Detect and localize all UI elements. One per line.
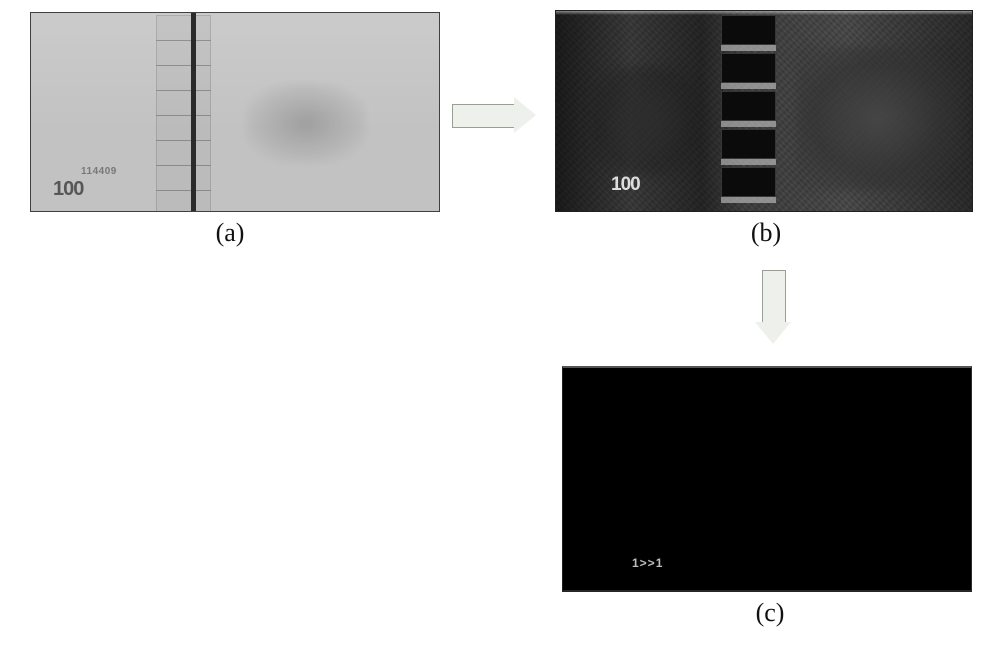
panel-b-denomination: 100 bbox=[611, 174, 640, 196]
caption-c: (c) bbox=[750, 598, 790, 628]
caption-b: (b) bbox=[746, 218, 786, 248]
panel-a-serial: 114409 bbox=[81, 166, 117, 177]
panel-c: 1>>1 bbox=[562, 366, 972, 592]
arrow-b-to-c bbox=[762, 270, 786, 324]
panel-c-extracted-text: 1>>1 bbox=[632, 556, 663, 570]
panel-b-security-column bbox=[721, 11, 776, 211]
panel-a-tint bbox=[31, 13, 439, 211]
panel-c-frame bbox=[562, 366, 972, 592]
panel-a-watermark bbox=[246, 83, 366, 163]
panel-a-security-column bbox=[156, 13, 211, 211]
panel-a-security-line bbox=[191, 13, 196, 211]
panel-b-watermark-left bbox=[591, 66, 701, 176]
panel-b: 100 bbox=[555, 10, 973, 212]
figure-canvas: 114409 100 (a) 100 (b) 1>>1 ( bbox=[0, 0, 1000, 660]
arrow-a-to-b-head bbox=[514, 97, 536, 133]
arrow-b-to-c-head bbox=[755, 322, 791, 344]
panel-a-denomination: 100 bbox=[53, 178, 83, 201]
arrow-a-to-b bbox=[452, 104, 516, 128]
caption-a: (a) bbox=[210, 218, 250, 248]
panel-a: 114409 100 bbox=[30, 12, 440, 212]
panel-b-watermark-right bbox=[796, 46, 961, 191]
